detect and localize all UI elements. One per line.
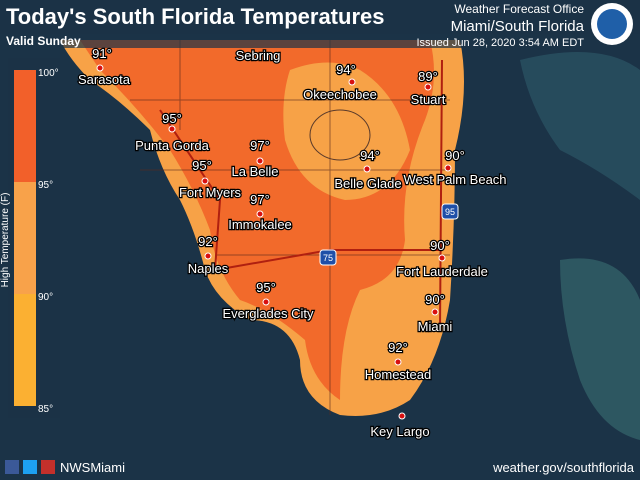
- city-name: Sebring: [236, 48, 281, 63]
- city-name: West Palm Beach: [403, 172, 506, 187]
- city-dot: [262, 298, 270, 306]
- highway-number: 75: [323, 253, 333, 263]
- city-name: Key Largo: [370, 424, 429, 439]
- twitter-icon: [23, 460, 37, 474]
- city-temp: 95°: [256, 280, 276, 295]
- subtitle: Valid Sunday: [6, 34, 81, 48]
- city-name: Okeechobee: [303, 87, 377, 102]
- issued: Issued Jun 28, 2020 3:54 AM EDT: [416, 37, 584, 49]
- facebook-icon: [5, 460, 19, 474]
- lake-okeechobee: [309, 109, 371, 161]
- legend-tick: 90°: [38, 292, 53, 303]
- city-dot: [96, 64, 104, 72]
- city-temp: 95°: [192, 158, 212, 173]
- city-name: Everglades City: [222, 306, 314, 321]
- city-name: Fort Lauderdale: [396, 264, 488, 279]
- city-name: Homestead: [365, 367, 431, 382]
- city-temp: 95°: [162, 111, 182, 126]
- website: weather.gov/southflorida: [492, 460, 635, 475]
- highway-shield: [441, 203, 459, 220]
- city-temp: 91°: [92, 46, 112, 61]
- city-temp: 90°: [445, 148, 465, 163]
- nws-logo-inner: [597, 9, 627, 39]
- title: Today's South Florida Temperatures: [6, 4, 384, 29]
- header-bar: [0, 0, 640, 34]
- city-temp: 97°: [250, 138, 270, 153]
- legend-tick: 95°: [38, 180, 53, 191]
- places: 91° Sarasota Sebring 94° Okeechobee 89° Stuart…: [77, 45, 508, 441]
- lake-region-zone: [283, 62, 410, 200]
- footer-bar: [0, 456, 640, 480]
- legend-title: High Temperature (F): [0, 193, 11, 288]
- legend-tick: 100°: [38, 68, 59, 79]
- city-dot: [424, 83, 432, 91]
- city-name: Miami: [418, 319, 453, 334]
- city-dot: [363, 165, 371, 173]
- bahamas-shelf: [560, 258, 640, 440]
- city-dot: [204, 252, 212, 260]
- legend-ticks: 100° 95° 90° 85°: [38, 68, 59, 415]
- city-dot: [256, 157, 264, 165]
- city-name: Belle Glade: [334, 176, 401, 191]
- social-handle: NWSMiami: [60, 460, 125, 475]
- office: Weather Forecast Office: [454, 2, 584, 16]
- city-dot: [394, 358, 402, 366]
- city-name: Stuart: [411, 92, 446, 107]
- city-temp: 90°: [425, 292, 445, 307]
- legend-swatch: [14, 70, 36, 182]
- city-temp: 90°: [430, 238, 450, 253]
- city-dot: [444, 164, 452, 172]
- office-name: Miami/South Florida: [451, 18, 585, 35]
- city-dot: [256, 210, 264, 218]
- legend-swatch: [14, 182, 36, 294]
- city-temp: 92°: [388, 340, 408, 355]
- city-name: Fort Myers: [179, 185, 242, 200]
- city-temp: 94°: [360, 148, 380, 163]
- city-dot: [431, 308, 439, 316]
- legend-swatch: [14, 294, 36, 406]
- city-temp: 92°: [198, 234, 218, 249]
- city-name: Punta Gorda: [135, 138, 209, 153]
- highways: [159, 59, 443, 331]
- city-name: Sarasota: [78, 72, 131, 87]
- city-dot: [398, 412, 406, 420]
- header-sub-bar: [0, 34, 640, 48]
- city-temp: 89°: [418, 69, 438, 84]
- legend-tick: 85°: [38, 404, 53, 415]
- city-name: Immokalee: [228, 217, 292, 232]
- city-name: Naples: [188, 261, 229, 276]
- highway-number: 95: [445, 207, 455, 217]
- city-dot: [168, 125, 176, 133]
- city-dot: [201, 177, 209, 185]
- youtube-icon: [41, 460, 55, 474]
- bahamas-shelf: [520, 52, 640, 200]
- city-temp: 94°: [336, 62, 356, 77]
- city-temp: 97°: [250, 192, 270, 207]
- city-dot: [438, 254, 446, 262]
- highway-shield: [319, 249, 337, 266]
- city-name: La Belle: [232, 164, 279, 179]
- city-dot: [348, 78, 356, 86]
